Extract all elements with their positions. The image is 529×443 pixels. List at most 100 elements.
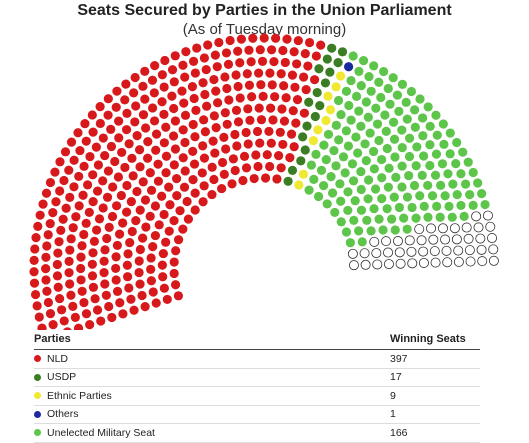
seat-nld bbox=[209, 74, 219, 85]
seat-nld bbox=[241, 127, 251, 138]
seat-nld bbox=[111, 263, 121, 274]
seat-undecided bbox=[482, 210, 493, 221]
seat-nld bbox=[50, 167, 60, 177]
seat-unelected-military-seat bbox=[369, 204, 379, 214]
seat-nld bbox=[129, 88, 139, 98]
seat-nld bbox=[159, 138, 169, 148]
seat-nld bbox=[66, 290, 76, 300]
seat-nld bbox=[199, 153, 210, 163]
seat-unelected-military-seat bbox=[331, 161, 341, 171]
legend-label-usdp: USDP bbox=[47, 371, 77, 384]
seat-undecided bbox=[465, 256, 476, 267]
seat-nld bbox=[38, 199, 48, 209]
seat-usdp bbox=[327, 43, 337, 53]
seat-nld bbox=[122, 260, 132, 270]
seat-undecided bbox=[395, 258, 406, 269]
seat-unelected-military-seat bbox=[423, 102, 433, 112]
seat-nld bbox=[150, 61, 160, 71]
seat-nld bbox=[169, 160, 179, 170]
seat-unelected-military-seat bbox=[423, 180, 433, 191]
seat-nld bbox=[146, 253, 156, 263]
seat-unelected-military-seat bbox=[404, 133, 415, 143]
seat-nld bbox=[157, 191, 167, 201]
seat-nld bbox=[286, 129, 297, 139]
seat-unelected-military-seat bbox=[304, 185, 314, 195]
seat-nld bbox=[159, 209, 169, 220]
seat-nld bbox=[77, 286, 87, 296]
seat-nld bbox=[69, 182, 79, 192]
seat-undecided bbox=[476, 244, 487, 255]
seat-nld bbox=[247, 92, 257, 102]
seat-undecided bbox=[471, 211, 482, 222]
seat-unelected-military-seat bbox=[365, 128, 375, 138]
seat-nld bbox=[230, 129, 240, 140]
seat-unelected-military-seat bbox=[335, 179, 345, 189]
seat-nld bbox=[207, 162, 217, 172]
seat-nld bbox=[135, 162, 145, 172]
seat-nld bbox=[108, 182, 118, 192]
seat-undecided bbox=[360, 259, 371, 270]
seat-nld bbox=[137, 290, 147, 301]
seat-unelected-military-seat bbox=[459, 211, 469, 221]
seat-nld bbox=[180, 110, 191, 120]
seat-usdp bbox=[298, 132, 308, 142]
seat-unelected-military-seat bbox=[382, 143, 392, 154]
seat-nld bbox=[107, 312, 117, 323]
seat-unelected-military-seat bbox=[350, 196, 360, 206]
seat-nld bbox=[232, 141, 242, 151]
seat-nld bbox=[121, 125, 132, 135]
seat-undecided bbox=[451, 234, 462, 245]
seat-nld bbox=[92, 305, 103, 315]
seat-nld bbox=[161, 168, 171, 178]
seat-nld bbox=[239, 151, 250, 161]
seat-nld bbox=[173, 291, 183, 301]
seat-nld bbox=[153, 176, 164, 186]
seat-nld bbox=[120, 95, 130, 105]
seat-nld bbox=[224, 95, 234, 105]
seat-usdp bbox=[320, 78, 331, 88]
seat-unelected-military-seat bbox=[458, 147, 468, 157]
seat-nld bbox=[159, 109, 169, 119]
seat-nld bbox=[56, 225, 66, 236]
seat-nld bbox=[192, 43, 202, 53]
seat-nld bbox=[79, 229, 89, 240]
seat-nld bbox=[220, 108, 230, 118]
seat-nld bbox=[287, 70, 298, 80]
seat-nld bbox=[111, 102, 121, 112]
seat-unelected-military-seat bbox=[468, 200, 478, 210]
seat-nld bbox=[221, 144, 231, 154]
seat-nld bbox=[254, 68, 264, 78]
seat-unelected-military-seat bbox=[354, 226, 364, 236]
seat-unelected-military-seat bbox=[369, 61, 379, 71]
seat-unelected-military-seat bbox=[319, 140, 329, 150]
seat-nld bbox=[123, 249, 133, 259]
seat-nld bbox=[58, 214, 68, 224]
seat-nld bbox=[79, 161, 89, 171]
seat-nld bbox=[114, 116, 124, 126]
seat-unelected-military-seat bbox=[374, 77, 384, 87]
seat-nld bbox=[255, 45, 265, 55]
seat-nld bbox=[71, 212, 81, 222]
seat-nld bbox=[288, 106, 298, 116]
seat-nld bbox=[129, 305, 139, 315]
seat-undecided bbox=[426, 223, 437, 234]
seat-nld bbox=[207, 189, 217, 200]
seat-nld bbox=[251, 150, 261, 160]
legend-value-others: 1 bbox=[390, 408, 396, 421]
seat-nld bbox=[214, 37, 224, 48]
seat-unelected-military-seat bbox=[343, 187, 353, 197]
seat-nld bbox=[220, 72, 230, 82]
seat-undecided bbox=[383, 259, 394, 270]
seat-nld bbox=[87, 110, 97, 120]
seat-nld bbox=[235, 93, 245, 103]
seat-unelected-military-seat bbox=[389, 134, 400, 144]
seat-unelected-military-seat bbox=[480, 199, 490, 210]
seat-nld bbox=[102, 233, 112, 244]
seat-nld bbox=[260, 173, 271, 183]
seat-nld bbox=[178, 153, 188, 163]
seat-nld bbox=[291, 118, 301, 128]
seat-nld bbox=[53, 248, 63, 258]
seat-nld bbox=[265, 161, 275, 172]
seat-nld bbox=[167, 91, 177, 101]
seat-nld bbox=[98, 203, 108, 213]
